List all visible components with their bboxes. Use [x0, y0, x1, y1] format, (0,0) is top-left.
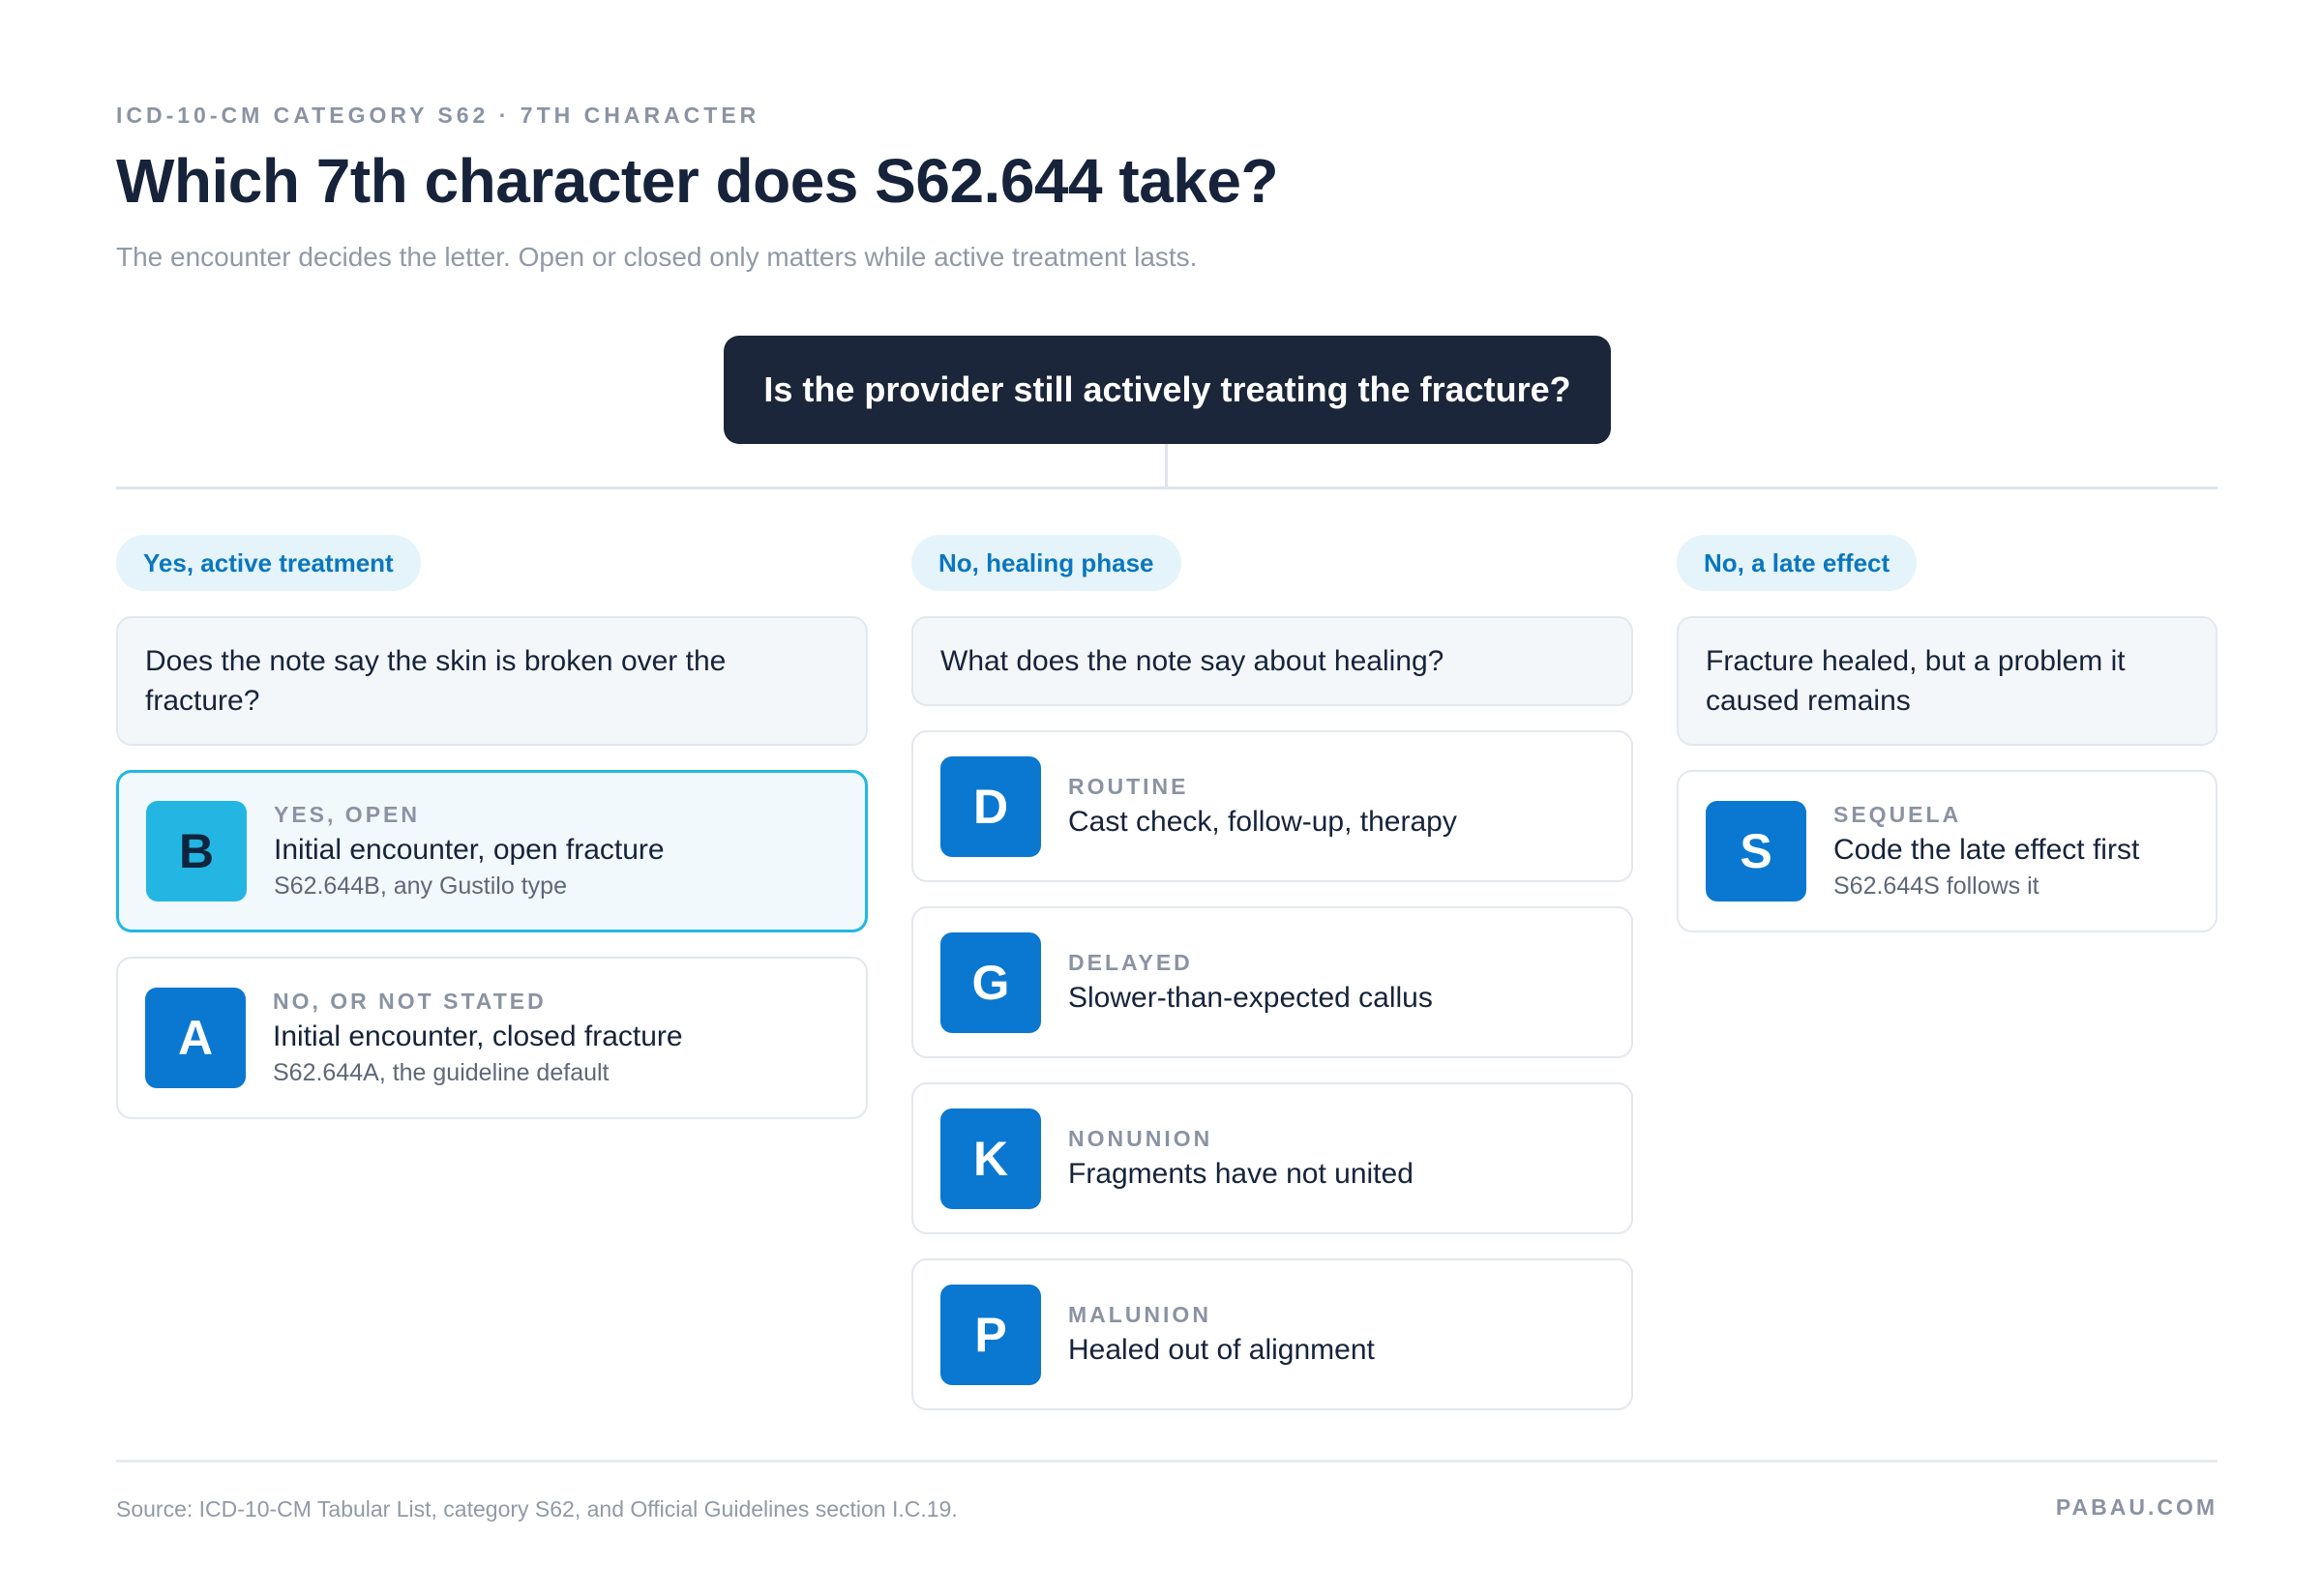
- option-label: NO, OR NOT STATED: [273, 989, 547, 1014]
- option-label: ROUTINE: [1068, 774, 1189, 799]
- option-description: Cast check, follow-up, therapy: [1068, 806, 1457, 838]
- brand-mark: PABAU.COM: [2055, 1494, 2218, 1520]
- option-description: Slower-than-expected callus: [1068, 982, 1433, 1014]
- option-text: ROUTINE Cast check, follow-up, therapy: [1068, 774, 1457, 839]
- option-label: SEQUELA: [1833, 802, 1962, 827]
- column-healing-phase: No, healing phase What does the note say…: [911, 535, 1633, 1410]
- question-healing: What does the note say about healing?: [911, 616, 1633, 706]
- branch-pill-active-treatment: Yes, active treatment: [116, 535, 421, 591]
- letter-badge: G: [940, 931, 1041, 1033]
- footer-divider: [116, 1460, 2218, 1463]
- eyebrow: ICD-10-CM CATEGORY S62 · 7TH CHARACTER: [116, 103, 760, 128]
- option-open-fracture: B YES, OPEN Initial encounter, open frac…: [116, 770, 868, 932]
- source-note: Source: ICD-10-CM Tabular List, category…: [116, 1496, 958, 1522]
- branch-pill-late-effect: No, a late effect: [1677, 535, 1918, 591]
- option-description: Healed out of alignment: [1068, 1334, 1375, 1366]
- option-label: MALUNION: [1068, 1302, 1211, 1327]
- root-connector: [1165, 444, 1168, 488]
- letter-badge: P: [940, 1284, 1041, 1385]
- letter-badge: A: [145, 988, 246, 1088]
- option-label: DELAYED: [1068, 950, 1193, 975]
- option-label: YES, OPEN: [274, 802, 420, 827]
- option-delayed: G DELAYED Slower-than-expected callus: [911, 906, 1633, 1058]
- letter-badge: S: [1706, 801, 1806, 901]
- option-text: SEQUELA Code the late effect first S62.6…: [1833, 802, 2139, 901]
- option-text: NONUNION Fragments have not united: [1068, 1126, 1414, 1191]
- option-code: S62.644A, the guideline default: [273, 1059, 610, 1086]
- page-subtitle: The encounter decides the letter. Open o…: [116, 242, 1198, 272]
- option-text: NO, OR NOT STATED Initial encounter, clo…: [273, 989, 683, 1087]
- option-malunion: P MALUNION Healed out of alignment: [911, 1258, 1633, 1410]
- letter-badge: D: [940, 755, 1041, 857]
- option-text: DELAYED Slower-than-expected callus: [1068, 950, 1433, 1015]
- option-nonunion: K NONUNION Fragments have not united: [911, 1082, 1633, 1234]
- option-closed-fracture: A NO, OR NOT STATED Initial encounter, c…: [116, 957, 868, 1119]
- option-description: Code the late effect first: [1833, 834, 2140, 866]
- option-description: Fragments have not united: [1068, 1158, 1414, 1190]
- option-routine: D ROUTINE Cast check, follow-up, therapy: [911, 730, 1633, 882]
- option-text: YES, OPEN Initial encounter, open fractu…: [274, 802, 665, 901]
- option-sequela: S SEQUELA Code the late effect first S62…: [1677, 770, 2218, 932]
- root-question: Is the provider still actively treating …: [724, 336, 1611, 444]
- option-description: Initial encounter, open fracture: [274, 834, 665, 866]
- option-code: S62.644B, any Gustilo type: [274, 872, 567, 900]
- question-skin-broken: Does the note say the skin is broken ove…: [116, 616, 868, 746]
- letter-badge: K: [940, 1108, 1041, 1209]
- option-code: S62.644S follows it: [1833, 872, 2039, 900]
- column-active-treatment: Yes, active treatment Does the note say …: [116, 535, 868, 1119]
- question-late-effect: Fracture healed, but a problem it caused…: [1677, 616, 2218, 746]
- letter-badge: B: [146, 801, 247, 901]
- option-description: Initial encounter, closed fracture: [273, 1020, 683, 1052]
- branch-pill-healing-phase: No, healing phase: [911, 535, 1181, 591]
- page-title: Which 7th character does S62.644 take?: [116, 146, 1279, 216]
- option-text: MALUNION Healed out of alignment: [1068, 1302, 1375, 1367]
- option-label: NONUNION: [1068, 1126, 1213, 1151]
- column-late-effect: No, a late effect Fracture healed, but a…: [1677, 535, 2218, 932]
- branch-divider: [116, 487, 2218, 489]
